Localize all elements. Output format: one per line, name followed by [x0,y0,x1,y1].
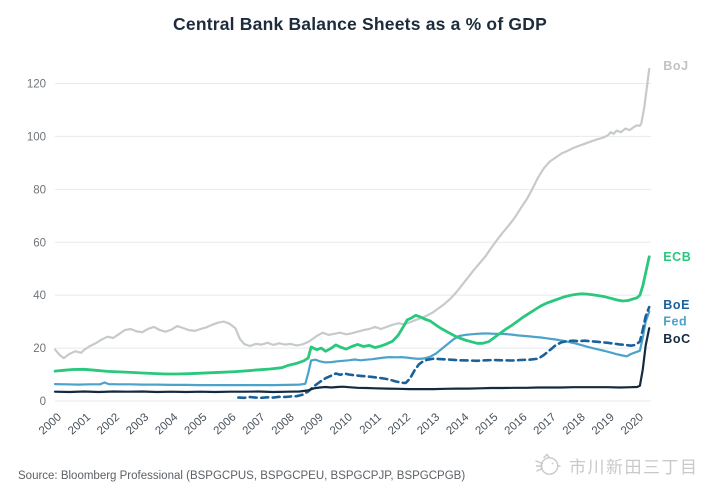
x-axis-tick-label: 2001 [66,411,93,437]
y-axis-tick-label: 40 [33,290,46,302]
y-axis-tick-label: 120 [27,79,46,91]
series-line-BoJ [53,67,651,360]
y-axis-tick-label: 100 [27,131,46,143]
x-axis-tick-label: 2016 [503,411,530,437]
x-axis-tick-label: 2011 [358,411,384,436]
series-label-Fed: Fed [663,315,687,329]
y-axis-tick-label: 0 [40,396,46,408]
x-axis-tick-label: 2003 [124,411,151,437]
series-label-ECB: ECB [663,250,691,264]
x-axis-tick-label: 2006 [212,411,239,437]
x-axis-tick-label: 2005 [182,411,209,437]
watermark: 市川新田三丁目 [534,451,699,479]
x-axis-tick-label: 2018 [561,411,588,437]
series-line-BoC [53,327,651,394]
watermark-bird-icon [535,453,561,475]
x-axis-tick-label: 2012 [386,411,413,437]
y-axis-tick-label: 60 [33,237,46,249]
series-label-BoE: BoE [663,298,690,312]
x-axis-tick-label: 2020 [619,411,646,437]
series-line-Fed [53,310,651,387]
x-axis-tick-label: 2010 [328,411,355,437]
series-label-BoJ: BoJ [663,59,688,73]
x-axis-tick-label: 2008 [270,411,297,437]
x-axis-tick-label: 2007 [241,411,268,437]
source-attribution: Source: Bloomberg Professional (BSPGCPUS… [18,470,466,482]
x-axis-tick-label: 2015 [473,411,500,437]
series-label-BoC: BoC [663,332,691,346]
x-axis-tick-label: 2009 [299,411,326,437]
x-axis-tick-label: 2019 [590,411,617,437]
x-axis-tick-label: 2013 [415,411,442,437]
x-axis-tick-label: 2004 [153,411,180,437]
x-axis-tick-label: 2000 [37,411,64,437]
chart-title: Central Bank Balance Sheets as a % of GD… [173,14,547,34]
x-axis-tick-label: 2017 [532,411,559,437]
y-axis-tick-label: 80 [33,184,46,196]
watermark-text: 市川新田三丁目 [569,457,699,477]
x-axis-tick-label: 2002 [95,411,122,437]
y-axis-tick-label: 20 [33,343,46,355]
x-axis-tick-label: 2014 [444,411,471,437]
series-line-BoE [237,305,651,400]
series-line-ECB [53,255,651,376]
